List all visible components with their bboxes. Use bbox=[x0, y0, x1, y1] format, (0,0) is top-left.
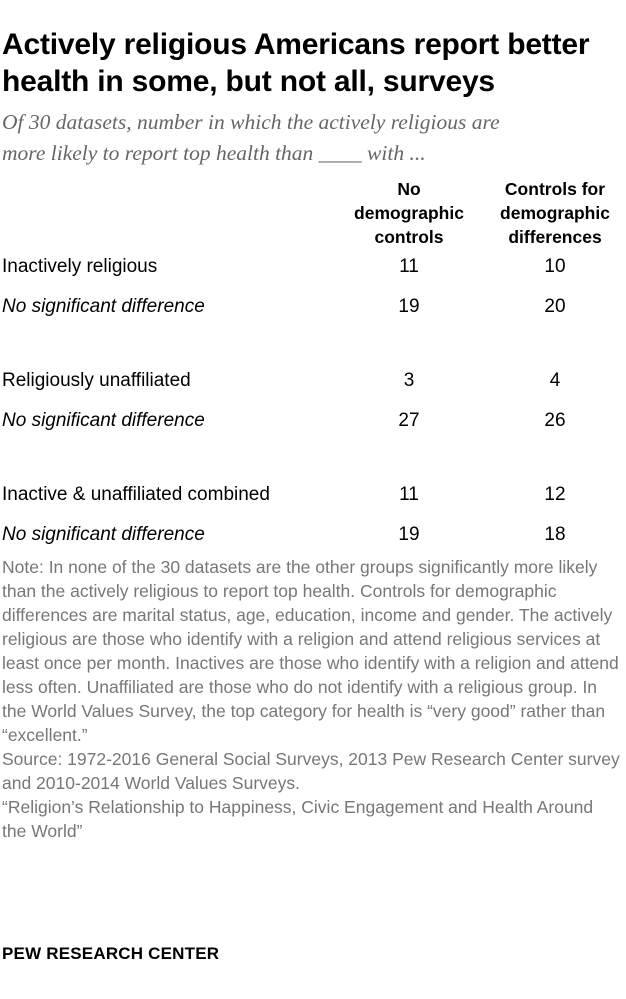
row-label: Inactive & unaffiliated combined bbox=[2, 484, 270, 505]
table-row: Inactively religious 11 10 bbox=[2, 247, 626, 287]
footnote: Note: In none of the 30 datasets are the… bbox=[2, 555, 622, 843]
table-row: No significant difference 19 18 bbox=[2, 515, 626, 555]
chart-subtitle: Of 30 datasets, number in which the acti… bbox=[2, 107, 626, 169]
column-header-no-controls: No demographic controls bbox=[354, 179, 464, 247]
subtitle-line-2: more likely to report top health than __… bbox=[2, 141, 426, 165]
row-label: Inactively religious bbox=[2, 256, 158, 277]
row-spacer bbox=[2, 441, 626, 475]
row-value-with-controls: 26 bbox=[544, 410, 566, 431]
row-value-with-controls: 4 bbox=[549, 370, 561, 391]
brand-logo-text: PEW RESEARCH CENTER bbox=[2, 944, 220, 963]
row-label: Religiously unaffiliated bbox=[2, 370, 191, 391]
row-value-with-controls: 10 bbox=[544, 256, 566, 277]
note-text: Note: In none of the 30 datasets are the… bbox=[2, 557, 619, 745]
row-label: No significant difference bbox=[2, 296, 205, 317]
column-header-with-controls: Controls for demographic differences bbox=[500, 179, 610, 247]
table-row: Inactive & unaffiliated combined 11 12 bbox=[2, 475, 626, 515]
row-value-no-controls: 11 bbox=[399, 256, 419, 277]
row-label: No significant difference bbox=[2, 524, 205, 545]
table-row: No significant difference 27 26 bbox=[2, 401, 626, 441]
column-header-row: No demographic controls Controls for dem… bbox=[2, 171, 626, 247]
row-label: No significant difference bbox=[2, 410, 205, 431]
table-row: Religiously unaffiliated 3 4 bbox=[2, 361, 626, 401]
row-value-with-controls: 12 bbox=[544, 484, 566, 505]
row-value-with-controls: 20 bbox=[544, 296, 566, 317]
row-value-no-controls: 19 bbox=[398, 524, 420, 545]
data-table: No demographic controls Controls for dem… bbox=[2, 171, 626, 555]
subtitle-line-1: Of 30 datasets, number in which the acti… bbox=[2, 110, 500, 134]
row-value-with-controls: 18 bbox=[544, 524, 566, 545]
row-value-no-controls: 27 bbox=[398, 410, 420, 431]
row-spacer bbox=[2, 327, 626, 361]
row-value-no-controls: 3 bbox=[403, 370, 415, 391]
row-value-no-controls: 19 bbox=[398, 296, 420, 317]
report-title: “Religion’s Relationship to Happiness, C… bbox=[2, 797, 594, 841]
source-text: Source: 1972-2016 General Social Surveys… bbox=[2, 749, 620, 793]
chart-title: Actively religious Americans report bett… bbox=[2, 28, 590, 98]
row-value-no-controls: 11 bbox=[399, 484, 419, 505]
table-row: No significant difference 19 20 bbox=[2, 287, 626, 327]
